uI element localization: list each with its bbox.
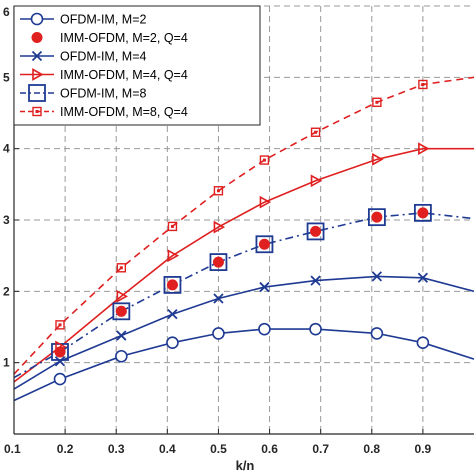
series-2-point <box>371 271 383 282</box>
x-tick-label: 0.8 <box>363 442 380 456</box>
series-3-point <box>55 340 67 354</box>
series-3-point <box>372 153 384 166</box>
y-tick-label: 3 <box>3 213 10 227</box>
series-2-point <box>167 309 178 320</box>
series-line-0 <box>13 328 474 402</box>
legend-swatch-marker <box>32 68 44 81</box>
legend-item: OFDM-IM, M=8 <box>20 84 147 102</box>
series-5-point <box>116 263 127 273</box>
series-1-point <box>371 211 383 223</box>
legend-label: OFDM-IM, M=4 <box>60 50 147 64</box>
y-tick-label: 4 <box>3 142 10 156</box>
series-3-point <box>116 289 128 303</box>
series-1-point <box>54 346 66 358</box>
legend-swatch-marker <box>30 12 44 26</box>
legend-label: OFDM-IM, M=2 <box>60 13 147 27</box>
series-0-point <box>370 327 384 340</box>
series-3-point <box>418 142 430 156</box>
series-2-point <box>310 275 321 286</box>
series-line-2 <box>13 275 474 390</box>
x-tick-label: 0.6 <box>261 442 278 456</box>
legend-label: IMM-OFDM, M=8, Q=4 <box>60 105 188 119</box>
series-2-point <box>259 281 270 293</box>
series-4-point <box>163 276 182 294</box>
series-5-point <box>372 97 382 108</box>
series-3-point <box>167 249 180 263</box>
legend-label: IMM-OFDM, M=4, Q=4 <box>60 68 188 82</box>
series-5-point <box>418 79 428 90</box>
legend-item: IMM-OFDM, M=8, Q=4 <box>20 105 188 119</box>
series-4-point <box>209 253 228 271</box>
series-4-point <box>255 235 274 254</box>
series-3-point <box>259 195 272 209</box>
x-tick-label: 0.3 <box>108 442 125 456</box>
x-tick-label: 0.2 <box>57 442 74 456</box>
legend-swatch-marker <box>31 50 43 62</box>
legend-item: OFDM-IM, M=2 <box>20 13 147 27</box>
series-0-point <box>53 372 67 386</box>
series-0-point <box>309 322 322 336</box>
x-tick-label: 0.4 <box>159 442 176 456</box>
series-line-4 <box>13 212 474 379</box>
series-4-point <box>413 203 432 222</box>
legend-item: IMM-OFDM, M=2, Q=4 <box>31 31 188 45</box>
legend-box <box>13 5 261 126</box>
legend-label: OFDM-IM, M=8 <box>60 87 147 101</box>
series-1-point <box>258 238 270 250</box>
series-1-point <box>115 305 127 317</box>
series-4-point <box>367 208 386 227</box>
legend-swatch-marker <box>31 32 43 43</box>
series-1-point <box>166 279 178 291</box>
series-0-point <box>212 327 225 340</box>
series-5-point <box>167 221 178 232</box>
series-0-point <box>115 349 128 363</box>
legend-item: OFDM-IM, M=4 <box>20 50 147 64</box>
series-layer <box>13 76 474 402</box>
x-tick-label: 0.1 <box>4 442 21 456</box>
series-0-point <box>166 336 179 349</box>
series-1-point <box>310 225 322 237</box>
series-1-point <box>212 256 224 268</box>
series-4-point <box>112 302 131 321</box>
legend-item: IMM-OFDM, M=4, Q=4 <box>20 68 188 82</box>
x-tick-label: 0.9 <box>415 442 432 456</box>
series-0-point <box>258 322 271 336</box>
series-0-point <box>416 336 430 349</box>
legend-swatch-marker <box>32 106 42 117</box>
series-2-point <box>213 293 224 304</box>
y-tick-label: 2 <box>3 284 10 298</box>
legend-label: IMM-OFDM, M=2, Q=4 <box>60 31 188 45</box>
series-5-point <box>259 155 270 165</box>
series-2-point <box>54 356 66 367</box>
series-5-point <box>213 186 224 196</box>
y-tick-label: 1 <box>3 356 10 370</box>
x-axis-label: k/n <box>236 458 255 473</box>
series-4-point <box>306 222 325 241</box>
y-tick-label: 6 <box>3 5 10 19</box>
legend: OFDM-IM, M=2 IMM-OFDM, M=2, Q=4 OFDM-IM, M… <box>13 5 261 126</box>
series-line-3 <box>13 147 474 383</box>
x-tick-label: 0.7 <box>312 442 329 456</box>
series-3-point <box>213 220 226 234</box>
series-2-point <box>417 272 429 283</box>
series-line-5 <box>13 76 474 375</box>
tick-labels: 0.1 0.2 0.3 0.4 0.5 0.6 0.7 0.8 0.9 1 2 3 4 5 6 <box>3 5 432 456</box>
series-1-point <box>417 207 429 219</box>
series-2-point <box>116 330 127 341</box>
series-3-point <box>310 174 323 188</box>
legend-swatch-marker <box>28 84 46 102</box>
y-tick-label: 5 <box>3 70 10 84</box>
series-5-point <box>55 320 65 330</box>
series-5-point <box>310 127 321 137</box>
x-tick-label: 0.5 <box>210 442 227 456</box>
